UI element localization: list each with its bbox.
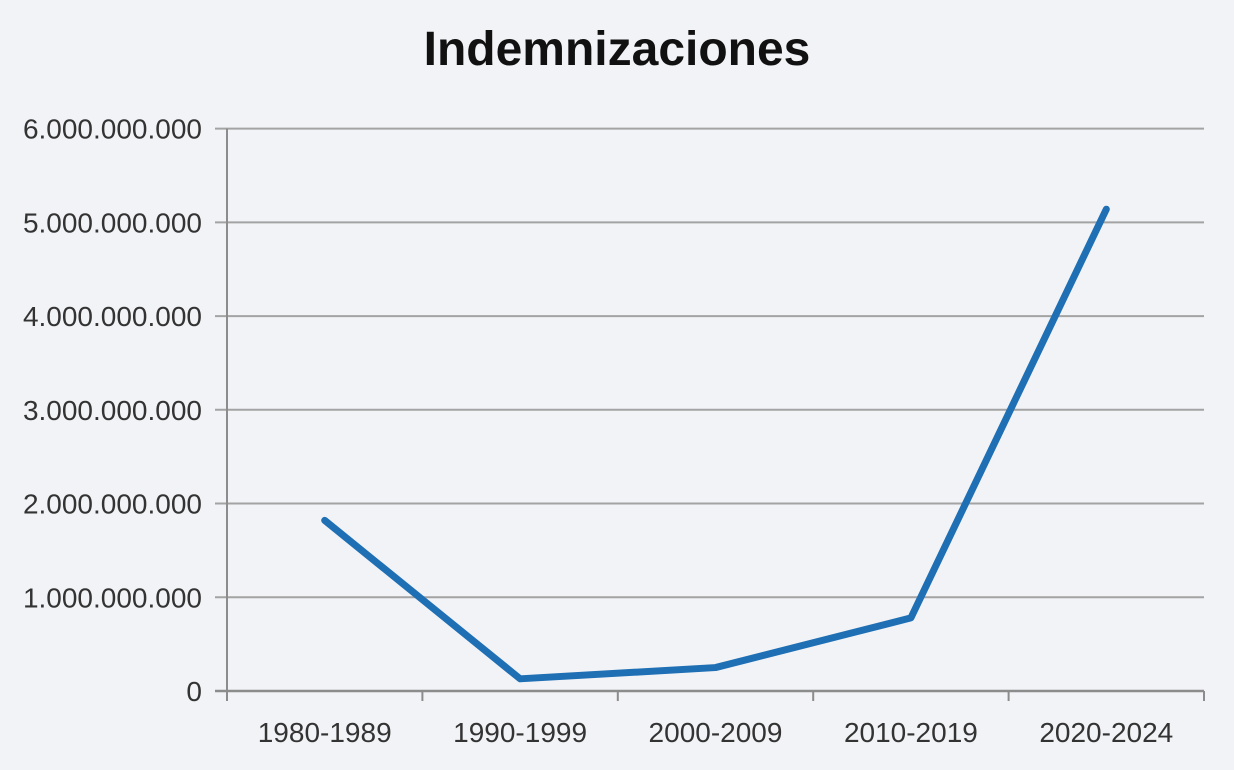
chart-title: Indemnizaciones (423, 23, 811, 76)
data-line-indemnizaciones (321, 205, 1110, 683)
y-tick-label: 2.000.000.000 (23, 489, 202, 520)
x-tick-label: 1980-1989 (258, 717, 392, 748)
x-tick-label: 2010-2019 (844, 717, 978, 748)
y-tick-label: 1.000.000.000 (23, 582, 202, 613)
y-tick-label: 0 (186, 676, 202, 707)
y-tick-label: 6.000.000.000 (23, 114, 202, 145)
y-tick-label: 3.000.000.000 (23, 395, 202, 426)
x-tick-label: 1990-1999 (453, 717, 587, 748)
x-tick-label: 2020-2024 (1039, 717, 1173, 748)
y-tick-label: 5.000.000.000 (23, 207, 202, 238)
y-tick-label: 4.000.000.000 (23, 301, 202, 332)
x-tick-label: 2000-2009 (649, 717, 783, 748)
